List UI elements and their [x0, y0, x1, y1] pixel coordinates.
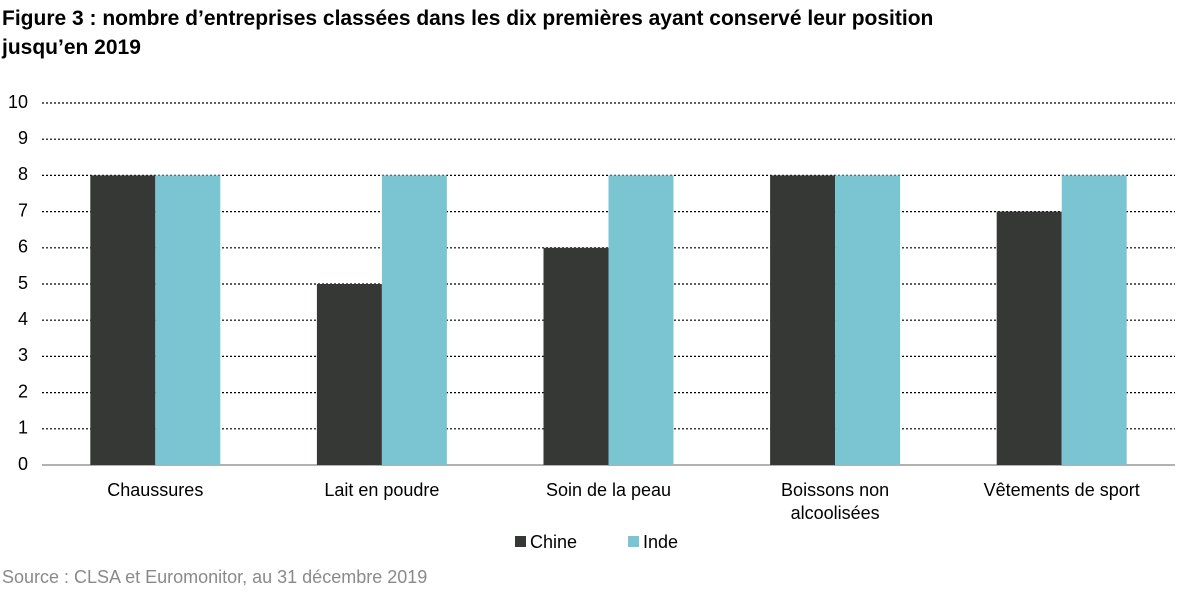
y-tick-label: 1: [18, 418, 28, 438]
source: Source : CLSA et Euromonitor, au 31 déce…: [2, 567, 428, 587]
x-tick-label: Chaussures: [107, 480, 204, 500]
bar: [155, 175, 221, 465]
bar: [770, 175, 836, 465]
bar: [608, 175, 674, 465]
x-tick-label: Soin de la peau: [545, 480, 672, 500]
y-tick-label: 4: [18, 309, 28, 329]
y-tick-label: 6: [18, 237, 28, 257]
bar: [835, 175, 901, 465]
y-tick-label: 2: [18, 381, 28, 401]
y-tick-label: 9: [18, 128, 28, 148]
bar: [996, 211, 1062, 465]
y-tick-label: 10: [8, 92, 28, 112]
legend-label: Chine: [530, 532, 577, 552]
legend-label: Inde: [643, 532, 678, 552]
bar: [543, 247, 609, 465]
chart-title: Figure 3 : nombre d’entreprises classées…: [2, 7, 934, 59]
y-tick-label: 3: [18, 345, 28, 365]
legend-swatch: [628, 536, 639, 547]
bar: [1061, 175, 1127, 465]
bar: [90, 175, 156, 465]
legend-swatch: [515, 536, 526, 547]
x-tick-label: Vêtements de sport: [983, 480, 1140, 500]
bar: [381, 175, 447, 465]
y-tick-label: 0: [18, 454, 28, 474]
x-tick-label: Boissons non alcoolisées: [781, 480, 890, 523]
bar: [316, 284, 382, 465]
y-tick-label: 7: [18, 200, 28, 220]
y-tick-label: 8: [18, 164, 28, 184]
x-tick-label: Lait en poudre: [324, 480, 440, 500]
y-tick-label: 5: [18, 273, 28, 293]
